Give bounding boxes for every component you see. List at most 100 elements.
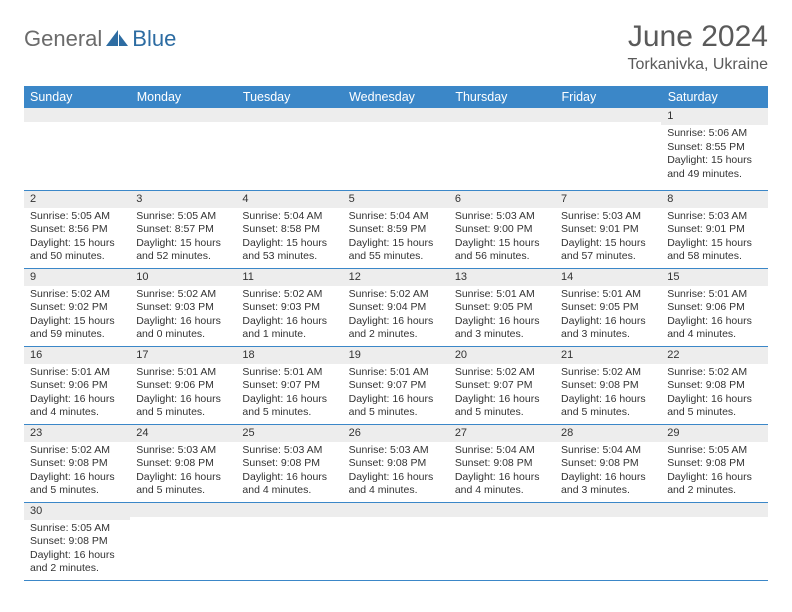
day-body: Sunrise: 5:02 AMSunset: 9:07 PMDaylight:… bbox=[449, 364, 555, 424]
sunset-text: Sunset: 9:04 PM bbox=[349, 301, 443, 314]
calendar-day-cell: 1Sunrise: 5:06 AMSunset: 8:55 PMDaylight… bbox=[661, 108, 767, 190]
sunset-text: Sunset: 9:05 PM bbox=[561, 301, 655, 314]
calendar-day-cell: 14Sunrise: 5:01 AMSunset: 9:05 PMDayligh… bbox=[555, 268, 661, 346]
page-title: June 2024 bbox=[628, 20, 769, 54]
day-number: 17 bbox=[130, 347, 236, 364]
sunrise-text: Sunrise: 5:05 AM bbox=[30, 210, 124, 223]
sunset-text: Sunset: 9:06 PM bbox=[30, 379, 124, 392]
calendar-day-cell: 10Sunrise: 5:02 AMSunset: 9:03 PMDayligh… bbox=[130, 268, 236, 346]
day-body: Sunrise: 5:06 AMSunset: 8:55 PMDaylight:… bbox=[661, 125, 767, 185]
sunset-text: Sunset: 9:08 PM bbox=[349, 457, 443, 470]
daylight-text: Daylight: 16 hours and 1 minute. bbox=[242, 315, 336, 342]
calendar-day-cell: 7Sunrise: 5:03 AMSunset: 9:01 PMDaylight… bbox=[555, 190, 661, 268]
sunset-text: Sunset: 8:59 PM bbox=[349, 223, 443, 236]
daylight-text: Daylight: 16 hours and 3 minutes. bbox=[561, 315, 655, 342]
day-body: Sunrise: 5:05 AMSunset: 8:56 PMDaylight:… bbox=[24, 208, 130, 268]
day-number: 21 bbox=[555, 347, 661, 364]
title-block: June 2024 Torkanivka, Ukraine bbox=[628, 20, 769, 74]
sunset-text: Sunset: 9:08 PM bbox=[30, 535, 124, 548]
day-body: Sunrise: 5:05 AMSunset: 9:08 PMDaylight:… bbox=[661, 442, 767, 502]
calendar-day-cell bbox=[236, 502, 342, 580]
daylight-text: Daylight: 16 hours and 4 minutes. bbox=[667, 315, 761, 342]
sunrise-text: Sunrise: 5:01 AM bbox=[242, 366, 336, 379]
weekday-header-row: Sunday Monday Tuesday Wednesday Thursday… bbox=[24, 86, 768, 108]
calendar-day-cell: 23Sunrise: 5:02 AMSunset: 9:08 PMDayligh… bbox=[24, 424, 130, 502]
calendar-day-cell bbox=[130, 502, 236, 580]
sunset-text: Sunset: 9:08 PM bbox=[561, 457, 655, 470]
day-body: Sunrise: 5:03 AMSunset: 9:00 PMDaylight:… bbox=[449, 208, 555, 268]
logo: General Blue bbox=[24, 20, 176, 52]
sunrise-text: Sunrise: 5:01 AM bbox=[349, 366, 443, 379]
day-number: 20 bbox=[449, 347, 555, 364]
day-number bbox=[555, 503, 661, 517]
day-body bbox=[555, 517, 661, 523]
sunset-text: Sunset: 9:06 PM bbox=[667, 301, 761, 314]
logo-text-gray: General bbox=[24, 26, 102, 52]
day-body: Sunrise: 5:02 AMSunset: 9:08 PMDaylight:… bbox=[661, 364, 767, 424]
day-body bbox=[130, 517, 236, 523]
daylight-text: Daylight: 16 hours and 5 minutes. bbox=[455, 393, 549, 420]
daylight-text: Daylight: 15 hours and 58 minutes. bbox=[667, 237, 761, 264]
sunrise-text: Sunrise: 5:01 AM bbox=[667, 288, 761, 301]
day-number: 11 bbox=[236, 269, 342, 286]
daylight-text: Daylight: 15 hours and 49 minutes. bbox=[667, 154, 761, 181]
calendar-day-cell bbox=[449, 502, 555, 580]
weekday-header: Saturday bbox=[661, 86, 767, 108]
day-body: Sunrise: 5:04 AMSunset: 8:59 PMDaylight:… bbox=[343, 208, 449, 268]
calendar-day-cell: 9Sunrise: 5:02 AMSunset: 9:02 PMDaylight… bbox=[24, 268, 130, 346]
sunset-text: Sunset: 9:08 PM bbox=[667, 457, 761, 470]
daylight-text: Daylight: 15 hours and 55 minutes. bbox=[349, 237, 443, 264]
sunrise-text: Sunrise: 5:03 AM bbox=[561, 210, 655, 223]
sunset-text: Sunset: 9:08 PM bbox=[455, 457, 549, 470]
calendar-day-cell: 5Sunrise: 5:04 AMSunset: 8:59 PMDaylight… bbox=[343, 190, 449, 268]
sunrise-text: Sunrise: 5:02 AM bbox=[30, 444, 124, 457]
day-body: Sunrise: 5:01 AMSunset: 9:05 PMDaylight:… bbox=[449, 286, 555, 346]
day-number bbox=[236, 503, 342, 517]
sunset-text: Sunset: 9:08 PM bbox=[561, 379, 655, 392]
sunrise-text: Sunrise: 5:04 AM bbox=[242, 210, 336, 223]
sunrise-text: Sunrise: 5:03 AM bbox=[242, 444, 336, 457]
sunset-text: Sunset: 9:01 PM bbox=[667, 223, 761, 236]
day-number: 22 bbox=[661, 347, 767, 364]
location-label: Torkanivka, Ukraine bbox=[628, 56, 769, 74]
calendar-day-cell bbox=[449, 108, 555, 190]
day-body: Sunrise: 5:05 AMSunset: 9:08 PMDaylight:… bbox=[24, 520, 130, 580]
calendar-week-row: 2Sunrise: 5:05 AMSunset: 8:56 PMDaylight… bbox=[24, 190, 768, 268]
sunrise-text: Sunrise: 5:03 AM bbox=[667, 210, 761, 223]
calendar-day-cell: 27Sunrise: 5:04 AMSunset: 9:08 PMDayligh… bbox=[449, 424, 555, 502]
daylight-text: Daylight: 15 hours and 56 minutes. bbox=[455, 237, 549, 264]
day-number: 30 bbox=[24, 503, 130, 520]
day-number: 19 bbox=[343, 347, 449, 364]
day-body: Sunrise: 5:03 AMSunset: 9:08 PMDaylight:… bbox=[343, 442, 449, 502]
day-body: Sunrise: 5:04 AMSunset: 9:08 PMDaylight:… bbox=[449, 442, 555, 502]
day-body: Sunrise: 5:01 AMSunset: 9:06 PMDaylight:… bbox=[661, 286, 767, 346]
day-body: Sunrise: 5:01 AMSunset: 9:05 PMDaylight:… bbox=[555, 286, 661, 346]
weekday-header: Wednesday bbox=[343, 86, 449, 108]
calendar-day-cell bbox=[343, 108, 449, 190]
day-body bbox=[236, 517, 342, 523]
calendar-day-cell: 21Sunrise: 5:02 AMSunset: 9:08 PMDayligh… bbox=[555, 346, 661, 424]
daylight-text: Daylight: 16 hours and 4 minutes. bbox=[242, 471, 336, 498]
calendar-day-cell: 3Sunrise: 5:05 AMSunset: 8:57 PMDaylight… bbox=[130, 190, 236, 268]
calendar-day-cell: 29Sunrise: 5:05 AMSunset: 9:08 PMDayligh… bbox=[661, 424, 767, 502]
calendar-day-cell bbox=[661, 502, 767, 580]
daylight-text: Daylight: 16 hours and 5 minutes. bbox=[30, 471, 124, 498]
daylight-text: Daylight: 16 hours and 5 minutes. bbox=[561, 393, 655, 420]
sunrise-text: Sunrise: 5:04 AM bbox=[349, 210, 443, 223]
sunset-text: Sunset: 9:06 PM bbox=[136, 379, 230, 392]
calendar-day-cell: 8Sunrise: 5:03 AMSunset: 9:01 PMDaylight… bbox=[661, 190, 767, 268]
sunrise-text: Sunrise: 5:04 AM bbox=[455, 444, 549, 457]
sunrise-text: Sunrise: 5:02 AM bbox=[349, 288, 443, 301]
daylight-text: Daylight: 16 hours and 4 minutes. bbox=[349, 471, 443, 498]
day-number: 27 bbox=[449, 425, 555, 442]
day-number: 9 bbox=[24, 269, 130, 286]
day-body bbox=[343, 517, 449, 523]
sunrise-text: Sunrise: 5:02 AM bbox=[242, 288, 336, 301]
sunrise-text: Sunrise: 5:01 AM bbox=[136, 366, 230, 379]
sunrise-text: Sunrise: 5:03 AM bbox=[136, 444, 230, 457]
calendar-week-row: 9Sunrise: 5:02 AMSunset: 9:02 PMDaylight… bbox=[24, 268, 768, 346]
sunrise-text: Sunrise: 5:01 AM bbox=[455, 288, 549, 301]
day-body: Sunrise: 5:01 AMSunset: 9:07 PMDaylight:… bbox=[236, 364, 342, 424]
sunset-text: Sunset: 9:02 PM bbox=[30, 301, 124, 314]
sunrise-text: Sunrise: 5:02 AM bbox=[30, 288, 124, 301]
